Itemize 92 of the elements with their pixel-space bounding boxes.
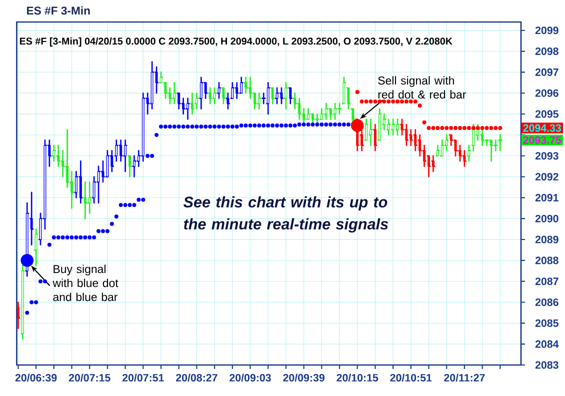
candlestick [368, 118, 374, 146]
point [476, 126, 480, 130]
candlestick [372, 124, 378, 152]
point [386, 99, 391, 104]
point [484, 126, 489, 130]
candlestick [82, 181, 88, 220]
point [364, 99, 368, 104]
y-tick-label: 2099 [535, 26, 558, 34]
y-tick-label: 2090 [535, 214, 558, 222]
y-tick-label: 2097 [535, 68, 558, 76]
point [462, 126, 466, 130]
y-tick-label: 2095 [535, 110, 558, 118]
x-tick-label: 20/08:27 [176, 374, 218, 382]
candlestick [16, 302, 21, 330]
candlestick [283, 82, 289, 110]
point [396, 99, 400, 104]
point [449, 126, 454, 130]
x-tick-label: 20/11:27 [444, 374, 485, 382]
point [489, 126, 494, 130]
candlestick [332, 102, 338, 120]
point [373, 99, 378, 104]
candlestick [208, 87, 213, 104]
x-tick-label: 20/10:15 [336, 374, 378, 382]
candlestick [185, 98, 190, 120]
text: ES #F 3-Min [27, 6, 90, 15]
y-tick-label: 2091 [535, 194, 558, 202]
x-tick-label: 20/09:39 [283, 374, 324, 382]
x-tick-label: 20/07:51 [122, 374, 164, 382]
text: ES #F [3-Min] 04/20/15 0.0000 C 2093.7500, H 2094.0000, L 2093.2500, O 2093.7500, V 2.2080K [20, 37, 452, 47]
point [413, 99, 418, 104]
candlestick [212, 87, 218, 104]
point [404, 99, 408, 104]
candlestick [390, 118, 396, 136]
point [444, 126, 449, 130]
candlestick [488, 139, 494, 162]
x-tick-label: 20/10:51 [390, 374, 432, 382]
candlestick [266, 82, 271, 115]
candlestick [172, 82, 177, 104]
candlestick [270, 87, 276, 104]
candlestick [122, 139, 128, 172]
candlestick [394, 118, 400, 136]
candlestick [220, 87, 226, 104]
y-tick-label: 2096 [535, 89, 558, 97]
x-tick-label: 20/09:03 [230, 374, 271, 382]
candlestick [274, 87, 280, 104]
y-tick-label: 2084 [535, 340, 559, 348]
text: 2093.75 [523, 136, 562, 144]
candlestick [198, 76, 204, 110]
candlestick [127, 155, 132, 178]
y-tick-label: 2083 [535, 361, 558, 369]
point [408, 99, 413, 104]
point [436, 126, 440, 130]
candlestick [78, 160, 84, 204]
point [360, 99, 364, 104]
x-tick-label: 20/06:39 [15, 374, 57, 382]
point [368, 99, 373, 104]
candlestick [306, 108, 311, 120]
point [458, 126, 462, 130]
y-tick-label: 2093 [535, 152, 558, 160]
y-tick-label: 2086 [535, 298, 558, 306]
candlestick [190, 92, 195, 115]
point [378, 99, 382, 104]
candlestick [256, 92, 262, 110]
point [400, 99, 404, 104]
point [454, 126, 458, 130]
point [422, 120, 426, 124]
annotation: Sell signal with red dot & red bar [378, 76, 466, 99]
annotation: Buy signal with blue dot and blue bar [52, 264, 118, 302]
point [355, 90, 360, 94]
candlestick [288, 87, 293, 104]
point [466, 126, 471, 130]
point [382, 99, 386, 104]
point [431, 126, 436, 130]
y-tick-label: 2098 [535, 48, 558, 56]
point [498, 126, 502, 130]
y-tick-label: 2087 [535, 278, 558, 286]
y-tick-label: 2092 [535, 172, 558, 181]
x-tick-label: 20/07:15 [68, 374, 110, 382]
candlestick [324, 102, 329, 120]
point [480, 126, 484, 130]
point [471, 126, 476, 130]
point [494, 126, 498, 130]
point [426, 126, 431, 130]
point [391, 99, 396, 104]
annotation: See this chart with its up to the minute real-time signals [183, 196, 388, 233]
point [440, 126, 444, 130]
text: 2094.33 [523, 124, 562, 132]
y-tick-label: 2088 [535, 256, 558, 264]
point [418, 104, 422, 108]
y-tick-label: 2085 [535, 319, 558, 327]
y-tick-label: 2089 [535, 236, 558, 244]
candlestick [377, 108, 382, 141]
